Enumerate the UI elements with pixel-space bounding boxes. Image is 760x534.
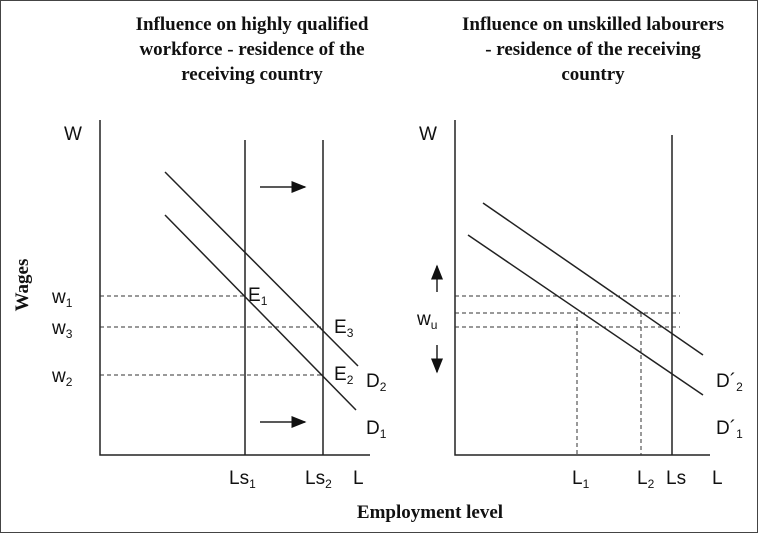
supply-label: Ls1 — [229, 468, 256, 491]
wage-label: w2 — [51, 366, 73, 389]
title-line: Influence on unskilled labourers — [462, 14, 724, 35]
curve-label: D´1 — [716, 418, 743, 441]
supply-label: Ls — [666, 468, 686, 489]
axis-label: L — [712, 468, 723, 489]
curve-label: D1 — [366, 418, 387, 441]
axis-label: W — [419, 124, 437, 145]
level-label: L1 — [572, 468, 590, 491]
title-line: workforce - residence of the — [139, 39, 364, 60]
axes — [99, 120, 370, 456]
demand-curve — [467, 234, 704, 396]
curve-label: D´2 — [716, 371, 743, 394]
title-line: - residence of the receiving — [485, 39, 701, 60]
wage-label: w3 — [51, 318, 73, 341]
title-line: country — [561, 64, 625, 85]
title-line: receiving country — [181, 64, 323, 85]
right-panel: W L wu D´2 D´1 L1 L2 Ls — [416, 120, 743, 491]
point-label: E1 — [248, 285, 268, 308]
x-label: Employment level — [357, 502, 503, 523]
axis-label: L — [353, 468, 364, 489]
level-label: L2 — [637, 468, 655, 491]
curve-label: D2 — [366, 371, 387, 394]
demand-curve — [482, 202, 704, 356]
supply-label: Ls2 — [305, 468, 332, 491]
left-panel: W L w1 w3 w2 E1 E3 E2 D2 D1 Ls1 Ls2 — [51, 120, 387, 491]
axes — [454, 120, 710, 456]
y-label: Wages — [12, 259, 33, 312]
demand-curve — [164, 171, 359, 367]
demand-curve — [164, 214, 357, 411]
title-line: Influence on highly qualified — [136, 14, 369, 35]
point-label: E3 — [334, 317, 354, 340]
point-label: E2 — [334, 364, 354, 387]
axis-label: W — [64, 124, 82, 145]
wage-label: w1 — [51, 287, 73, 310]
wage-label: wu — [416, 309, 437, 332]
